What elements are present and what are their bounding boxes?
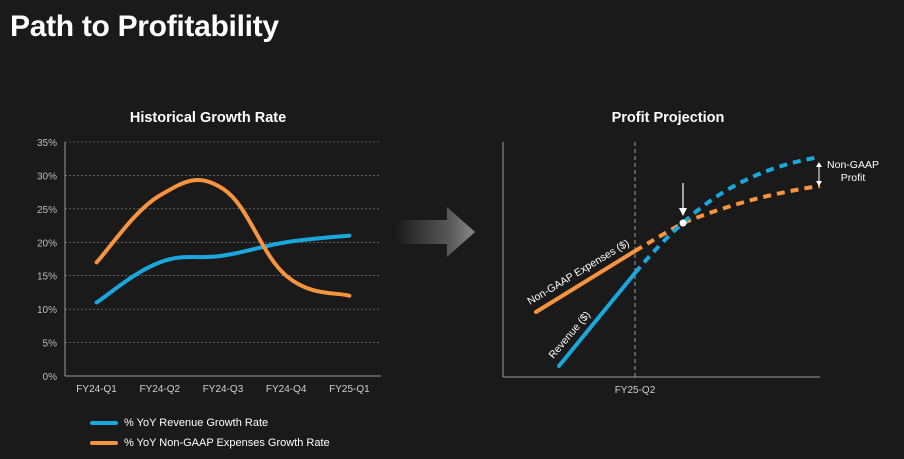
profit-annotation-line: Non-GAAP: [827, 159, 879, 171]
x-tick-label: FY24-Q2: [140, 384, 181, 395]
y-tick-label: 5%: [43, 339, 58, 350]
legend-swatch-revenue: [90, 421, 118, 425]
x-tick-label: FY24-Q4: [266, 384, 307, 395]
x-tick-label: FY25-Q1: [329, 384, 370, 395]
revenue-projection-line: [633, 155, 821, 275]
profit-annotation: Non-GAAP Profit: [827, 159, 879, 184]
page-title: Path to Profitability: [10, 10, 279, 43]
profit-gap-arrowhead-down: [816, 181, 822, 186]
revenue-actual-line: [557, 271, 637, 368]
y-tick-label: 35%: [37, 138, 57, 149]
x-tick-label: FY24-Q1: [76, 384, 117, 395]
x-marker-label: FY25-Q2: [615, 385, 656, 396]
crossover-pointer-arrowhead: [679, 208, 687, 216]
y-tick-label: 0%: [43, 372, 58, 383]
legend-item-expenses: % YoY Non-GAAP Expenses Growth Rate: [90, 433, 330, 453]
expenses-projection-line: [633, 184, 821, 253]
historical-chart-title: Historical Growth Rate: [129, 110, 287, 126]
x-tick-label: FY24-Q3: [203, 384, 244, 395]
legend-item-revenue: % YoY Revenue Growth Rate: [90, 413, 330, 433]
chart-legend: % YoY Revenue Growth Rate % YoY Non-GAAP…: [90, 413, 330, 453]
projection-chart-title: Profit Projection: [611, 110, 725, 126]
crossover-point: [679, 219, 687, 227]
y-tick-label: 15%: [37, 272, 57, 283]
legend-swatch-expenses: [90, 441, 118, 445]
legend-label-expenses: % YoY Non-GAAP Expenses Growth Rate: [124, 437, 330, 449]
expenses-actual-line: [534, 249, 637, 314]
y-tick-label: 20%: [37, 238, 57, 249]
right-arrow-icon: [395, 207, 475, 257]
y-tick-label: 25%: [37, 205, 57, 216]
profit-annotation-line: Profit: [841, 172, 866, 184]
y-tick-label: 30%: [37, 171, 57, 182]
profit-gap-arrowhead-up: [816, 162, 822, 167]
y-tick-label: 10%: [37, 305, 57, 316]
legend-label-revenue: % YoY Revenue Growth Rate: [124, 417, 269, 429]
